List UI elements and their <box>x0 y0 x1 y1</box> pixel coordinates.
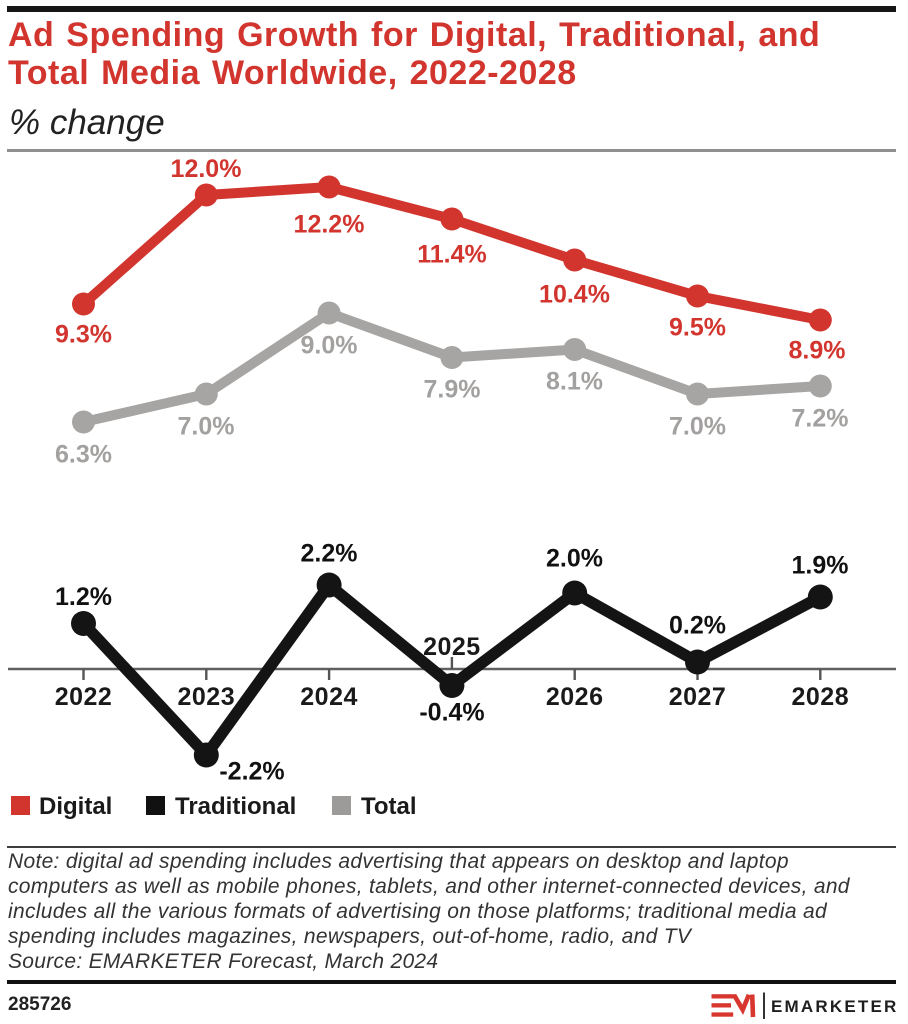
svg-text:11.4%: 11.4% <box>417 241 487 269</box>
svg-text:6.3%: 6.3% <box>55 441 112 469</box>
svg-text:7.2%: 7.2% <box>792 405 849 433</box>
svg-text:2022: 2022 <box>55 683 113 711</box>
svg-text:9.5%: 9.5% <box>669 314 726 342</box>
svg-text:8.9%: 8.9% <box>789 337 846 365</box>
svg-text:2028: 2028 <box>791 683 849 711</box>
svg-text:2.0%: 2.0% <box>546 545 603 573</box>
svg-text:7.9%: 7.9% <box>424 376 481 404</box>
svg-text:9.0%: 9.0% <box>301 332 358 360</box>
svg-text:12.2%: 12.2% <box>294 211 365 239</box>
svg-text:0.2%: 0.2% <box>669 612 726 640</box>
svg-text:7.0%: 7.0% <box>669 413 726 441</box>
svg-text:2023: 2023 <box>177 683 235 711</box>
svg-text:8.1%: 8.1% <box>546 368 603 396</box>
svg-text:12.0%: 12.0% <box>171 155 242 183</box>
svg-text:1.9%: 1.9% <box>792 552 849 580</box>
svg-text:-0.4%: -0.4% <box>419 699 484 727</box>
svg-text:2024: 2024 <box>300 683 358 711</box>
svg-text:2.2%: 2.2% <box>301 540 358 568</box>
svg-text:9.3%: 9.3% <box>55 321 112 349</box>
svg-text:2027: 2027 <box>669 683 727 711</box>
svg-text:2026: 2026 <box>546 683 604 711</box>
svg-text:-2.2%: -2.2% <box>219 758 284 786</box>
svg-text:1.2%: 1.2% <box>55 583 112 611</box>
svg-text:2025: 2025 <box>423 633 481 661</box>
svg-text:7.0%: 7.0% <box>178 413 235 441</box>
svg-text:10.4%: 10.4% <box>539 281 610 309</box>
